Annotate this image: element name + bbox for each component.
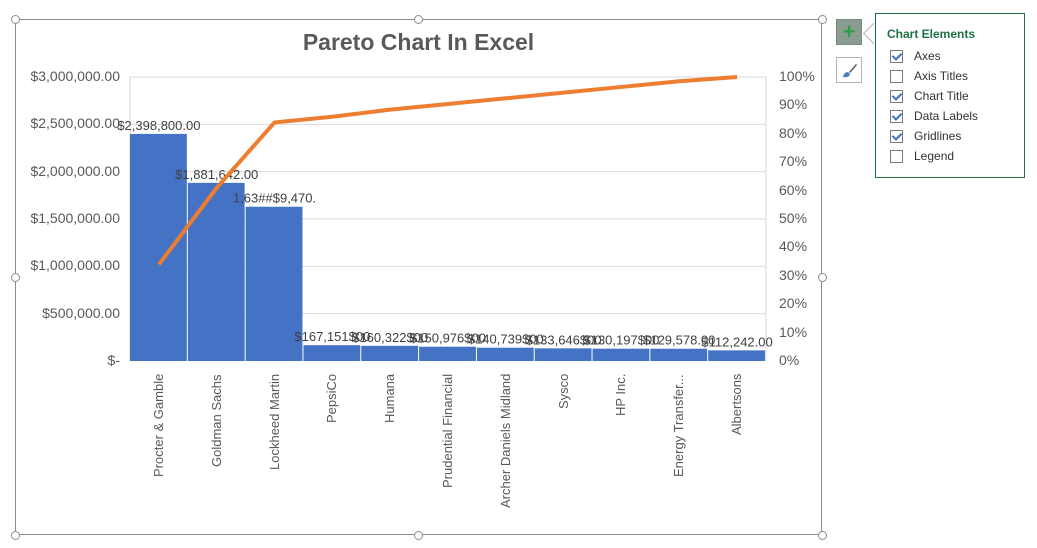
bar[interactable] [303, 345, 361, 361]
paintbrush-icon [843, 64, 857, 78]
checkbox[interactable] [890, 69, 903, 83]
option-label: Chart Title [914, 89, 969, 103]
resize-handle-bottom-right[interactable] [818, 531, 827, 540]
chart-styles-button[interactable] [836, 57, 862, 83]
chart-elements-panel: Chart Elements Axes Axis Titles Chart Titl… [875, 13, 1025, 178]
resize-handle-top-left[interactable] [11, 15, 20, 24]
y-tick-label: $500,000.00 [42, 304, 120, 321]
bar[interactable] [419, 346, 476, 361]
resize-handle-bottom[interactable] [414, 531, 423, 540]
y-tick-label: $1,000,000.00 [30, 257, 120, 274]
y2-tick-label: 60% [779, 181, 808, 198]
bar[interactable] [708, 350, 765, 361]
y-tick-label: $1,500,000.00 [30, 210, 120, 226]
option-label: Gridlines [914, 129, 962, 143]
option-label: Axis Titles [914, 69, 969, 83]
checkbox[interactable] [890, 89, 903, 103]
data-label[interactable]: $133,646$00 [526, 332, 602, 347]
data-label[interactable]: $112,242.00 [701, 334, 772, 349]
y2-tick-label: 50% [779, 210, 808, 226]
y-tick-label: $2,000,000.00 [30, 162, 120, 179]
data-label[interactable]: $1,881,642.00 [175, 167, 258, 182]
resize-handle-top[interactable] [414, 15, 423, 24]
resize-handle-right[interactable] [818, 273, 827, 282]
data-label[interactable]: $160,322$00 [352, 330, 428, 345]
y2-tick-label: 0% [779, 352, 800, 368]
option-label: Axes [914, 49, 941, 63]
y-tick-label: $3,000,000.00 [30, 68, 120, 84]
y2-tick-label: 80% [779, 124, 808, 141]
y2-tick-label: 20% [779, 295, 808, 312]
option-label: Data Labels [914, 109, 979, 123]
bar[interactable] [650, 348, 708, 361]
y2-tick-label: 70% [779, 153, 808, 170]
data-label[interactable]: $2,398,800.00 [117, 118, 200, 133]
y-tick-label: $- [107, 352, 120, 368]
plot-area[interactable]: $2,398,800.00 $1,881,642.00 1,63##$9,470. $… [0, 0, 837, 548]
option-label: Legend [914, 149, 955, 163]
data-label[interactable]: $167,151$00 [294, 329, 370, 344]
bar[interactable] [592, 348, 650, 361]
chart-element-option-legend[interactable]: Legend [890, 148, 954, 164]
checkbox[interactable] [890, 109, 903, 123]
y2-tick-label: 90% [779, 96, 808, 113]
checkbox[interactable] [890, 149, 903, 163]
y2-tick-label: 100% [779, 68, 815, 84]
chart-elements-button[interactable]: + [836, 19, 862, 45]
checkbox[interactable] [890, 129, 903, 143]
checkbox[interactable] [890, 49, 903, 63]
bar[interactable] [361, 345, 419, 361]
bar[interactable] [534, 348, 592, 361]
data-label[interactable]: $129,578.00 [643, 333, 715, 348]
chart-element-option-chart-title[interactable]: Chart Title [890, 88, 969, 104]
data-label[interactable]: $150,976$00 [410, 331, 486, 346]
bar[interactable] [130, 133, 187, 361]
y2-tick-label: 10% [779, 323, 808, 340]
resize-handle-top-right[interactable] [818, 15, 827, 24]
y-tick-label: $2,500,000.00 [30, 115, 120, 132]
cumulative-line[interactable] [157, 75, 738, 266]
chart-element-option-axes[interactable]: Axes [890, 48, 941, 64]
plus-icon: + [842, 19, 856, 44]
data-label[interactable]: $130,197$00 [583, 333, 659, 348]
bar[interactable] [187, 182, 245, 361]
chart-element-option-axis-titles[interactable]: Axis Titles [890, 68, 968, 84]
resize-handle-bottom-left[interactable] [11, 531, 20, 540]
panel-title: Chart Elements [887, 27, 976, 41]
chart-title[interactable]: Pareto Chart In Excel [302, 29, 535, 55]
chart-element-option-gridlines[interactable]: Gridlines [890, 128, 961, 144]
chart-element-option-data-labels[interactable]: Data Labels [890, 108, 978, 124]
data-label[interactable]: $140,739$00 [468, 332, 544, 347]
bar[interactable] [245, 206, 303, 361]
data-label[interactable]: 1,63##$9,470. [233, 191, 316, 206]
y2-tick-label: 40% [779, 238, 808, 255]
y2-tick-label: 30% [779, 266, 808, 283]
resize-handle-left[interactable] [11, 273, 20, 282]
bar[interactable] [476, 347, 534, 361]
